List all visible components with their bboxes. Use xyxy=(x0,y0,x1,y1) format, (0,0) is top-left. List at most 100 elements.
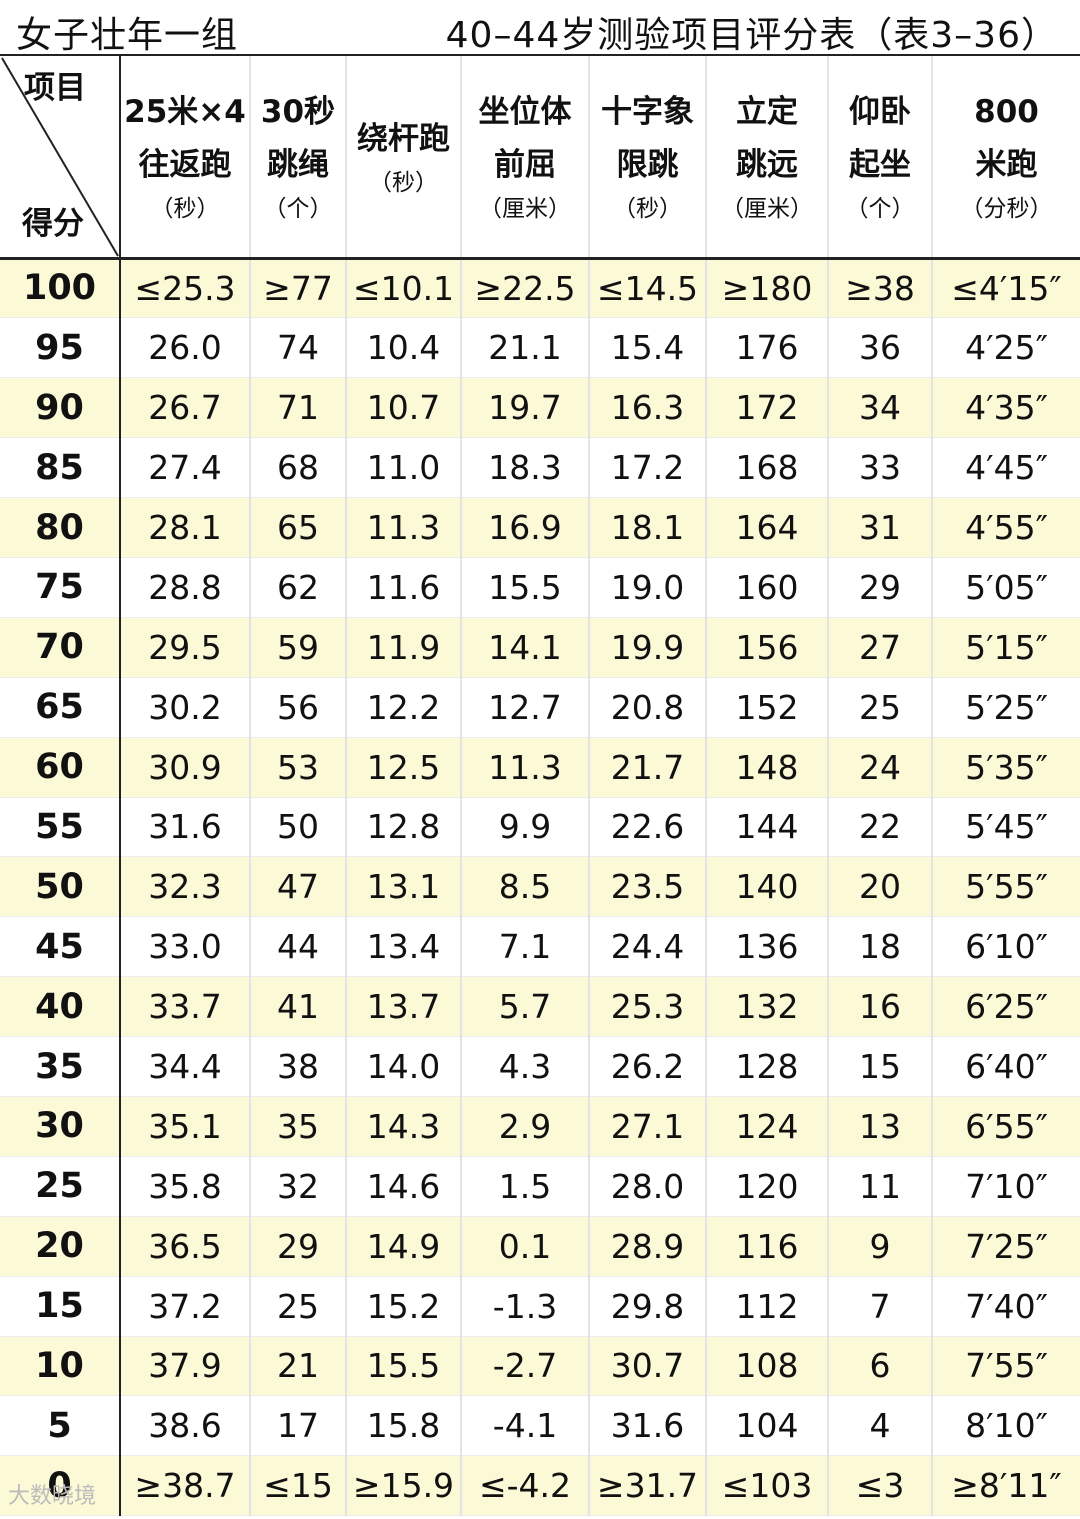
value-cell: 136 xyxy=(706,916,829,978)
value-cell: 112 xyxy=(706,1276,829,1337)
column-name: 起坐 xyxy=(849,147,911,184)
value-cell: 35.8 xyxy=(120,1156,251,1217)
value-cell: 53 xyxy=(250,737,347,798)
value-cell: 5′45″ xyxy=(932,797,1080,858)
value-cell: 36.5 xyxy=(120,1216,251,1277)
value-cell: -4.1 xyxy=(461,1395,590,1457)
value-cell: 128 xyxy=(706,1036,829,1097)
value-cell: 5′25″ xyxy=(932,677,1080,738)
value-cell: 26.2 xyxy=(589,1036,707,1097)
column-unit: （个） xyxy=(845,196,915,223)
value-cell: 56 xyxy=(250,677,347,738)
value-cell: 21.1 xyxy=(461,317,590,379)
value-cell: 74 xyxy=(250,317,347,379)
value-cell: 124 xyxy=(706,1096,829,1157)
value-cell: ≥77 xyxy=(250,258,347,319)
column-name: 坐位体 xyxy=(478,94,572,131)
table-row: 75 28.8 62 11.6 15.5 19.0 160 29 5′05″ xyxy=(0,557,1080,618)
table-row: 95 26.0 74 10.4 21.1 15.4 176 36 4′25″ xyxy=(0,317,1080,379)
value-cell: 12.2 xyxy=(346,677,462,738)
value-cell: 116 xyxy=(706,1216,829,1277)
value-cell: 15.2 xyxy=(346,1276,462,1337)
value-cell: 18.3 xyxy=(461,437,590,499)
table-row: 100 ≤25.3 ≥77 ≤10.1 ≥22.5 ≤14.5 ≥180 ≥38 ≤4′15″ xyxy=(0,258,1080,319)
score-cell: 85 xyxy=(0,437,121,499)
column-name: 绕杆跑 xyxy=(357,120,450,157)
value-cell: ≤4′15″ xyxy=(932,258,1080,319)
value-cell: 33.7 xyxy=(120,976,251,1038)
corner-score-label: 得分 xyxy=(22,205,84,242)
value-cell: 44 xyxy=(250,916,347,978)
value-cell: 41 xyxy=(250,976,347,1038)
score-cell: 20 xyxy=(0,1216,121,1277)
value-cell: ≥38.7 xyxy=(120,1455,251,1517)
column-name: 跳远 xyxy=(736,147,798,184)
value-cell: 0.1 xyxy=(461,1216,590,1277)
value-cell: 132 xyxy=(706,976,829,1038)
value-cell: 50 xyxy=(250,797,347,858)
value-cell: 23.5 xyxy=(589,856,707,918)
score-cell: 60 xyxy=(0,737,121,798)
value-cell: 12.8 xyxy=(346,797,462,858)
value-cell: 19.7 xyxy=(461,377,590,439)
table-row: 30 35.1 35 14.3 2.9 27.1 124 13 6′55″ xyxy=(0,1096,1080,1157)
value-cell: 62 xyxy=(250,557,347,618)
score-cell: 5 xyxy=(0,1395,121,1457)
column-header-shuttle-run: 25米×4 往返跑 （秒） xyxy=(120,56,251,260)
value-cell: 68 xyxy=(250,437,347,499)
value-cell: 7′55″ xyxy=(932,1336,1080,1397)
value-cell: ≤-4.2 xyxy=(461,1455,590,1517)
table-row: 10 37.9 21 15.5 -2.7 30.7 108 6 7′55″ xyxy=(0,1336,1080,1397)
value-cell: 28.8 xyxy=(120,557,251,618)
value-cell: 29.8 xyxy=(589,1276,707,1337)
column-header-cross-jump: 十字象 限跳 （秒） xyxy=(589,56,707,260)
value-cell: 6 xyxy=(828,1336,933,1397)
column-name: 25米×4 xyxy=(124,94,246,131)
value-cell: 35.1 xyxy=(120,1096,251,1157)
column-unit: （个） xyxy=(263,196,333,223)
value-cell: 11.0 xyxy=(346,437,462,499)
table-row: 25 35.8 32 14.6 1.5 28.0 120 11 7′10″ xyxy=(0,1156,1080,1217)
value-cell: 5′15″ xyxy=(932,617,1080,678)
table-row: 50 32.3 47 13.1 8.5 23.5 140 20 5′55″ xyxy=(0,856,1080,918)
table-row: 15 37.2 25 15.2 -1.3 29.8 112 7 7′40″ xyxy=(0,1276,1080,1337)
column-name: 往返跑 xyxy=(138,147,232,184)
value-cell: 14.1 xyxy=(461,617,590,678)
score-cell: 0 xyxy=(0,1455,121,1517)
value-cell: 7 xyxy=(828,1276,933,1337)
header-row: 项目 得分 25米×4 往返跑 （秒） 30秒 跳绳 （个） 绕杆跑 （秒） 坐… xyxy=(0,56,1080,260)
value-cell: 37.9 xyxy=(120,1336,251,1397)
value-cell: 22 xyxy=(828,797,933,858)
value-cell: 11.9 xyxy=(346,617,462,678)
value-cell: 29 xyxy=(828,557,933,618)
score-cell: 30 xyxy=(0,1096,121,1157)
value-cell: 13.1 xyxy=(346,856,462,918)
value-cell: 4′35″ xyxy=(932,377,1080,439)
value-cell: 20.8 xyxy=(589,677,707,738)
column-name: 30秒 xyxy=(260,94,336,131)
value-cell: 28.9 xyxy=(589,1216,707,1277)
value-cell: 11 xyxy=(828,1156,933,1217)
value-cell: 28.0 xyxy=(589,1156,707,1217)
value-cell: 21 xyxy=(250,1336,347,1397)
value-cell: 160 xyxy=(706,557,829,618)
value-cell: 14.9 xyxy=(346,1216,462,1277)
value-cell: 26.0 xyxy=(120,317,251,379)
value-cell: 176 xyxy=(706,317,829,379)
column-name: 800 xyxy=(974,94,1039,131)
watermark: 大数晓境 xyxy=(8,1484,97,1509)
value-cell: 32 xyxy=(250,1156,347,1217)
value-cell: 4′45″ xyxy=(932,437,1080,499)
value-cell: 31.6 xyxy=(589,1395,707,1457)
value-cell: -1.3 xyxy=(461,1276,590,1337)
value-cell: 6′40″ xyxy=(932,1036,1080,1097)
value-cell: 5.7 xyxy=(461,976,590,1038)
value-cell: 4′25″ xyxy=(932,317,1080,379)
value-cell: 59 xyxy=(250,617,347,678)
score-cell: 50 xyxy=(0,856,121,918)
value-cell: ≤14.5 xyxy=(589,258,707,319)
value-cell: 27.4 xyxy=(120,437,251,499)
value-cell: 16 xyxy=(828,976,933,1038)
value-cell: 7′40″ xyxy=(932,1276,1080,1337)
value-cell: 15.8 xyxy=(346,1395,462,1457)
